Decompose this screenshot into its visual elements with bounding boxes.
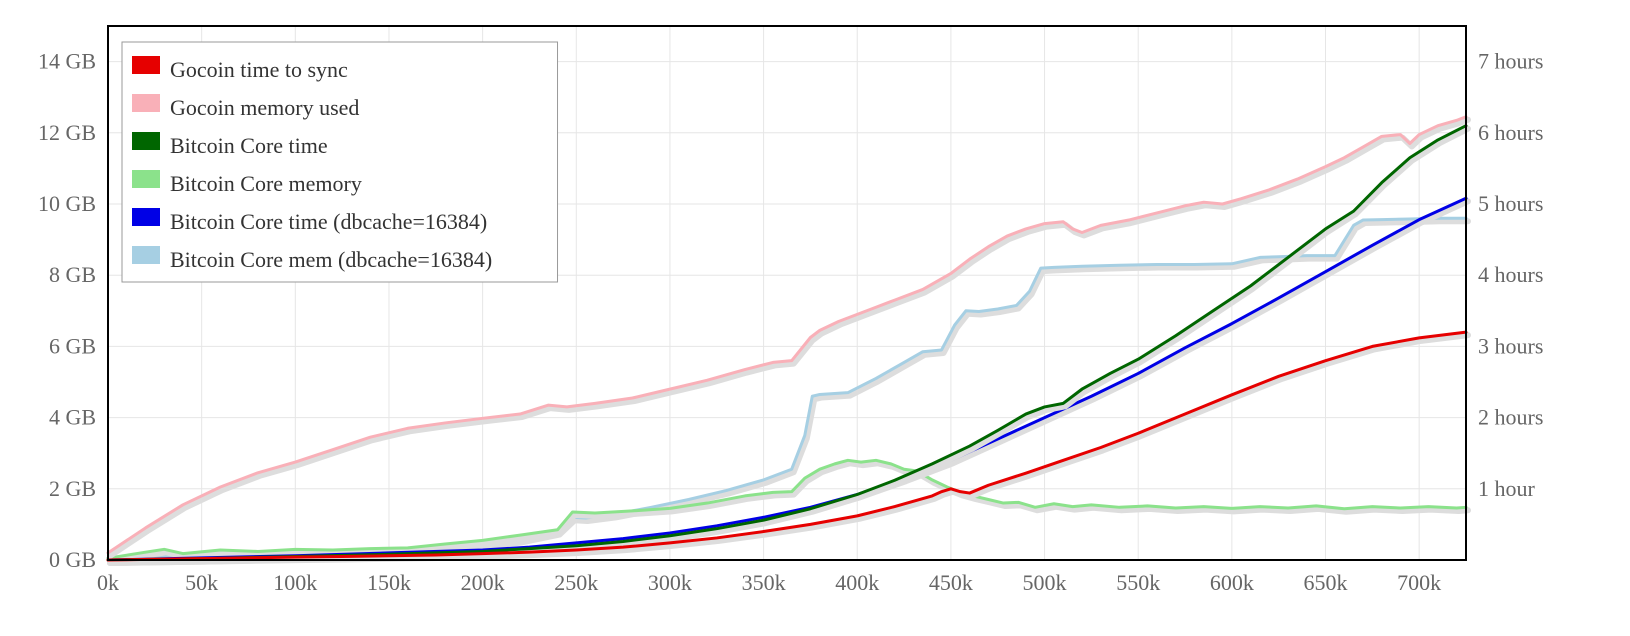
y-right-tick-label: 5 hours: [1478, 191, 1543, 216]
y-left-tick-label: 8 GB: [49, 262, 96, 287]
legend-swatch: [132, 132, 160, 150]
x-tick-label: 450k: [929, 570, 973, 595]
sync-chart: 0k 50k 100k 150k 200k 250k 300k 350k 400k 450k 500…: [0, 0, 1630, 636]
x-tick-label: 100k: [273, 570, 317, 595]
x-tick-label: 0k: [97, 570, 119, 595]
legend-label: Bitcoin Core memory: [170, 171, 362, 196]
legend-label: Gocoin memory used: [170, 95, 359, 120]
y-left-tick-label: 10 GB: [38, 191, 96, 216]
y-right-tick-label: 3 hours: [1478, 333, 1543, 358]
y-right-tick-label: 4 hours: [1478, 262, 1543, 287]
legend-swatch: [132, 208, 160, 226]
legend-label: Gocoin time to sync: [170, 57, 348, 82]
x-tick-label: 650k: [1304, 570, 1348, 595]
y-left-tick-label: 12 GB: [38, 120, 96, 145]
y-right-tick-label: 1 hour: [1478, 476, 1536, 501]
y-right-tick-label: 2 hours: [1478, 405, 1543, 430]
legend-swatch: [132, 246, 160, 264]
x-tick-label: 550k: [1116, 570, 1160, 595]
legend-label: Bitcoin Core time: [170, 133, 328, 158]
x-tick-label: 50k: [185, 570, 218, 595]
x-tick-label: 350k: [742, 570, 786, 595]
x-tick-label: 300k: [648, 570, 692, 595]
y-right-tick-label: 7 hours: [1478, 49, 1543, 74]
y-left-tick-label: 14 GB: [38, 49, 96, 74]
legend-label: Bitcoin Core mem (dbcache=16384): [170, 247, 492, 272]
y-left-tick-label: 4 GB: [49, 405, 96, 430]
x-tick-label: 150k: [367, 570, 411, 595]
y-left-tick-label: 6 GB: [49, 333, 96, 358]
legend-swatch: [132, 94, 160, 112]
legend-swatch: [132, 56, 160, 74]
y-left-tick-label: 2 GB: [49, 476, 96, 501]
legend: Gocoin time to sync Gocoin memory used Bit…: [122, 42, 558, 282]
y-right-tick-label: 6 hours: [1478, 120, 1543, 145]
x-tick-label: 250k: [554, 570, 598, 595]
x-tick-label: 500k: [1023, 570, 1067, 595]
legend-swatch: [132, 170, 160, 188]
y-left-tick-label: 0 GB: [49, 547, 96, 572]
x-tick-label: 600k: [1210, 570, 1254, 595]
x-tick-label: 700k: [1397, 570, 1441, 595]
chart-svg: 0k 50k 100k 150k 200k 250k 300k 350k 400k 450k 500…: [0, 0, 1630, 636]
legend-label: Bitcoin Core time (dbcache=16384): [170, 209, 487, 234]
x-tick-label: 200k: [461, 570, 505, 595]
x-axis-labels: 0k 50k 100k 150k 200k 250k 300k 350k 400k 450k 500…: [97, 570, 1441, 595]
x-tick-label: 400k: [835, 570, 879, 595]
